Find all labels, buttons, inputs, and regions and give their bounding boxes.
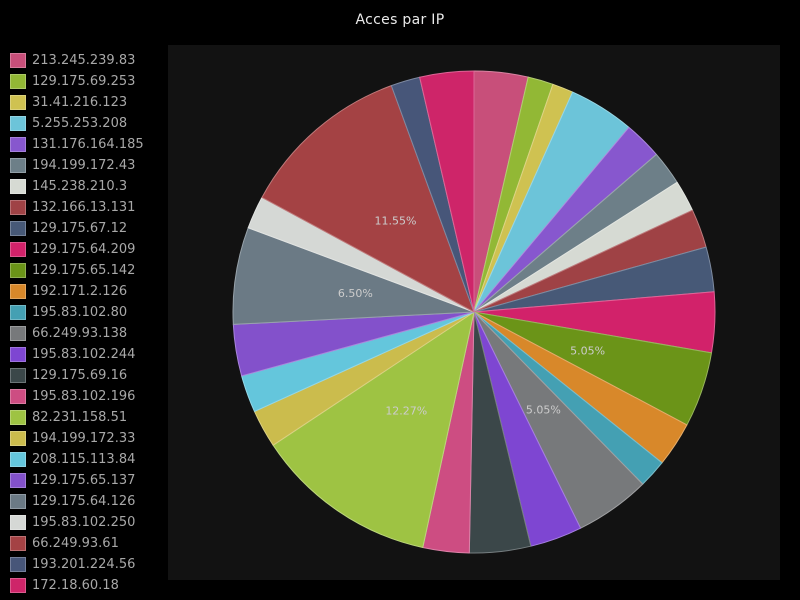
legend-item: 129.175.67.12 [10,218,144,239]
legend-swatch [10,95,26,110]
legend-item: 31.41.216.123 [10,92,144,113]
pie-percent-label: 11.55% [375,215,417,228]
legend-label: 145.238.210.3 [32,179,128,194]
legend-item: 131.176.164.185 [10,134,144,155]
legend-label: 129.175.65.137 [32,473,136,488]
legend-swatch [10,473,26,488]
legend-item: 129.175.69.253 [10,71,144,92]
pie-slice [419,70,475,313]
legend-item: 66.249.93.138 [10,323,144,344]
legend-item: 194.199.172.33 [10,428,144,449]
legend-label: 208.115.113.84 [32,452,136,467]
legend-swatch [10,137,26,152]
legend-item: 208.115.113.84 [10,449,144,470]
legend-item: 194.199.172.43 [10,155,144,176]
legend-swatch [10,305,26,320]
legend-label: 129.175.69.16 [32,368,128,383]
pie-percent-label: 5.05% [570,344,605,357]
legend-item: 195.83.102.196 [10,386,144,407]
legend-item: 145.238.210.3 [10,176,144,197]
legend-swatch [10,452,26,467]
legend-label: 66.249.93.61 [32,536,119,551]
legend-label: 129.175.64.209 [32,242,136,257]
legend-swatch [10,74,26,89]
legend-swatch [10,431,26,446]
legend-item: 5.255.253.208 [10,113,144,134]
legend-item: 129.175.65.142 [10,260,144,281]
legend-label: 194.199.172.43 [32,158,136,173]
pie-slice [272,311,475,548]
legend-swatch [10,200,26,215]
legend-swatch [10,326,26,341]
pie-percent-label: 6.50% [338,287,373,300]
legend-item: 195.83.102.250 [10,512,144,533]
legend-item: 129.175.64.209 [10,239,144,260]
legend-label: 31.41.216.123 [32,95,128,110]
legend-swatch [10,368,26,383]
legend-label: 213.245.239.83 [32,53,136,68]
legend-item: 195.83.102.80 [10,302,144,323]
legend-label: 194.199.172.33 [32,431,136,446]
legend-swatch [10,53,26,68]
legend-label: 129.175.67.12 [32,221,128,236]
legend-item: 192.171.2.126 [10,281,144,302]
legend-swatch [10,263,26,278]
legend-label: 195.83.102.196 [32,389,136,404]
legend-swatch [10,515,26,530]
legend-label: 132.166.13.131 [32,200,136,215]
legend-label: 129.175.65.142 [32,263,136,278]
legend-label: 193.201.224.56 [32,557,136,572]
legend-swatch [10,116,26,131]
chart-title: Acces par IP [355,12,445,28]
legend-item: 193.201.224.56 [10,554,144,575]
legend-swatch [10,536,26,551]
legend-label: 172.18.60.18 [32,578,119,593]
pie-percent-label: 5.05% [526,403,561,416]
legend-label: 5.255.253.208 [32,116,128,131]
legend-label: 131.176.164.185 [32,137,144,152]
legend-swatch [10,494,26,509]
legend-item: 66.249.93.61 [10,533,144,554]
legend-item: 129.175.64.126 [10,491,144,512]
legend-label: 195.83.102.80 [32,305,128,320]
legend-item: 129.175.69.16 [10,365,144,386]
legend-label: 129.175.64.126 [32,494,136,509]
legend-swatch [10,221,26,236]
legend-swatch [10,284,26,299]
legend-swatch [10,158,26,173]
legend-item: 82.231.158.51 [10,407,144,428]
legend-swatch [10,578,26,593]
legend-label: 82.231.158.51 [32,410,128,425]
legend-label: 192.171.2.126 [32,284,128,299]
legend-label: 195.83.102.250 [32,515,136,530]
legend-item: 213.245.239.83 [10,50,144,71]
legend-label: 195.83.102.244 [32,347,136,362]
legend-swatch [10,410,26,425]
legend: 213.245.239.83 129.175.69.253 31.41.216.12… [10,50,144,596]
legend-item: 129.175.65.137 [10,470,144,491]
legend-swatch [10,242,26,257]
legend-swatch [10,389,26,404]
legend-swatch [10,179,26,194]
pie-percent-label: 12.27% [385,405,427,418]
legend-label: 66.249.93.138 [32,326,128,341]
legend-item: 195.83.102.244 [10,344,144,365]
legend-label: 129.175.69.253 [32,74,136,89]
legend-swatch [10,347,26,362]
legend-item: 172.18.60.18 [10,575,144,596]
legend-item: 132.166.13.131 [10,197,144,218]
legend-swatch [10,557,26,572]
pie-slice [261,85,475,313]
